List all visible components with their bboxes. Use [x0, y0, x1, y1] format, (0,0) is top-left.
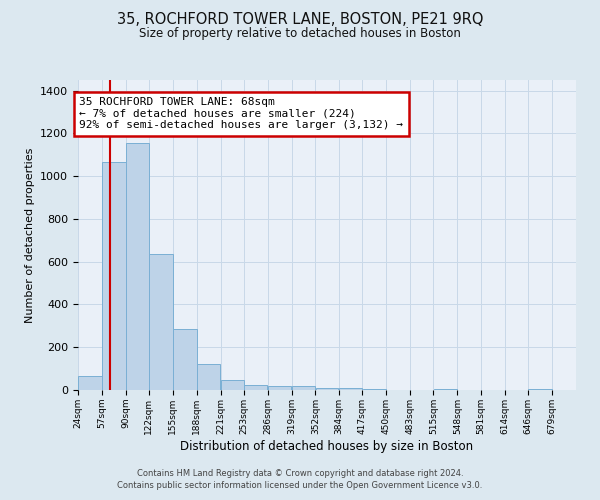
Bar — [362, 389, 386, 390]
Text: Contains HM Land Registry data © Crown copyright and database right 2024.: Contains HM Land Registry data © Crown c… — [137, 468, 463, 477]
Bar — [244, 384, 268, 390]
Bar — [78, 376, 102, 390]
Bar — [268, 386, 292, 390]
Bar — [197, 364, 220, 390]
Bar — [149, 254, 173, 390]
Bar — [221, 380, 244, 390]
Bar — [102, 162, 125, 390]
Bar — [173, 329, 197, 390]
Text: 35 ROCHFORD TOWER LANE: 68sqm
← 7% of detached houses are smaller (224)
92% of s: 35 ROCHFORD TOWER LANE: 68sqm ← 7% of de… — [79, 97, 403, 130]
Bar — [339, 388, 362, 390]
Text: 35, ROCHFORD TOWER LANE, BOSTON, PE21 9RQ: 35, ROCHFORD TOWER LANE, BOSTON, PE21 9R… — [117, 12, 483, 28]
Y-axis label: Number of detached properties: Number of detached properties — [25, 148, 35, 322]
Bar — [292, 386, 315, 390]
Text: Contains public sector information licensed under the Open Government Licence v3: Contains public sector information licen… — [118, 481, 482, 490]
X-axis label: Distribution of detached houses by size in Boston: Distribution of detached houses by size … — [181, 440, 473, 452]
Bar — [126, 143, 149, 390]
Bar — [316, 388, 338, 390]
Text: Size of property relative to detached houses in Boston: Size of property relative to detached ho… — [139, 28, 461, 40]
Bar — [529, 389, 552, 390]
Bar — [434, 389, 457, 390]
